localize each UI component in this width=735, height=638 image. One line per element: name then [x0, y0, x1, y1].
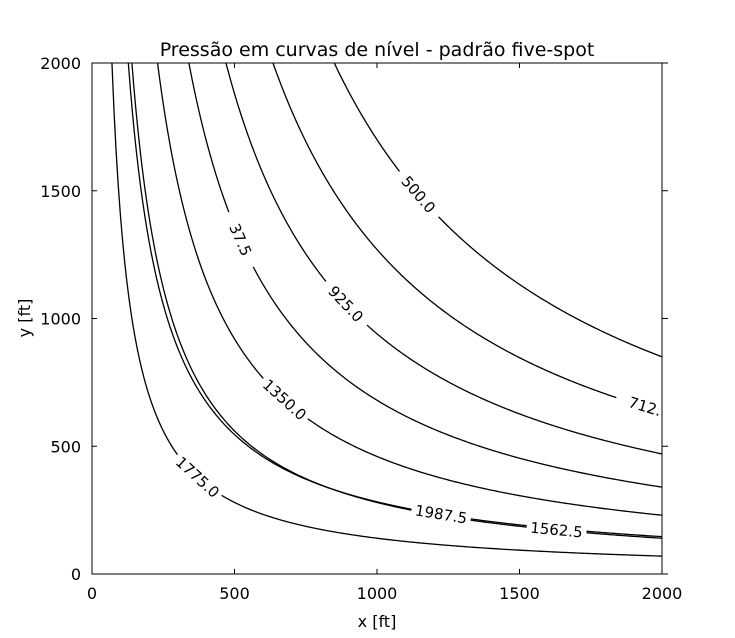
svg-text:1562.5: 1562.5: [530, 519, 584, 542]
x-tick-label-3: 1500: [499, 584, 540, 603]
x-tick-label-0: 0: [87, 584, 97, 603]
y-tick-label-4: 2000: [40, 54, 81, 73]
contour-line-3: [188, 62, 663, 488]
y-tick-label-0: 0: [71, 565, 81, 584]
x-axis-label: x [ft]: [358, 612, 397, 631]
x-tick-label-1: 500: [219, 584, 250, 603]
contour-line-4: [156, 62, 663, 516]
y-tick-label-2: 1000: [40, 310, 81, 329]
x-tick-label-4: 2000: [642, 584, 683, 603]
x-tick-label-2: 1000: [357, 584, 398, 603]
chart-title: Pressão em curvas de nível - padrão five…: [160, 39, 595, 61]
contour-line-2: [225, 62, 663, 455]
y-tick-label-1: 500: [50, 437, 81, 456]
axis-ticks: 0 500 1000 1500 2000 0 500 1000 1500 2000: [40, 54, 682, 603]
y-axis-label: y [ft]: [15, 299, 34, 338]
contour-line-1: [272, 62, 663, 413]
plot-frame: [91, 62, 663, 575]
contour-line-0: [333, 62, 663, 358]
contour-label-5: 1562.5: [525, 518, 588, 542]
y-tick-label-3: 1500: [40, 182, 81, 201]
